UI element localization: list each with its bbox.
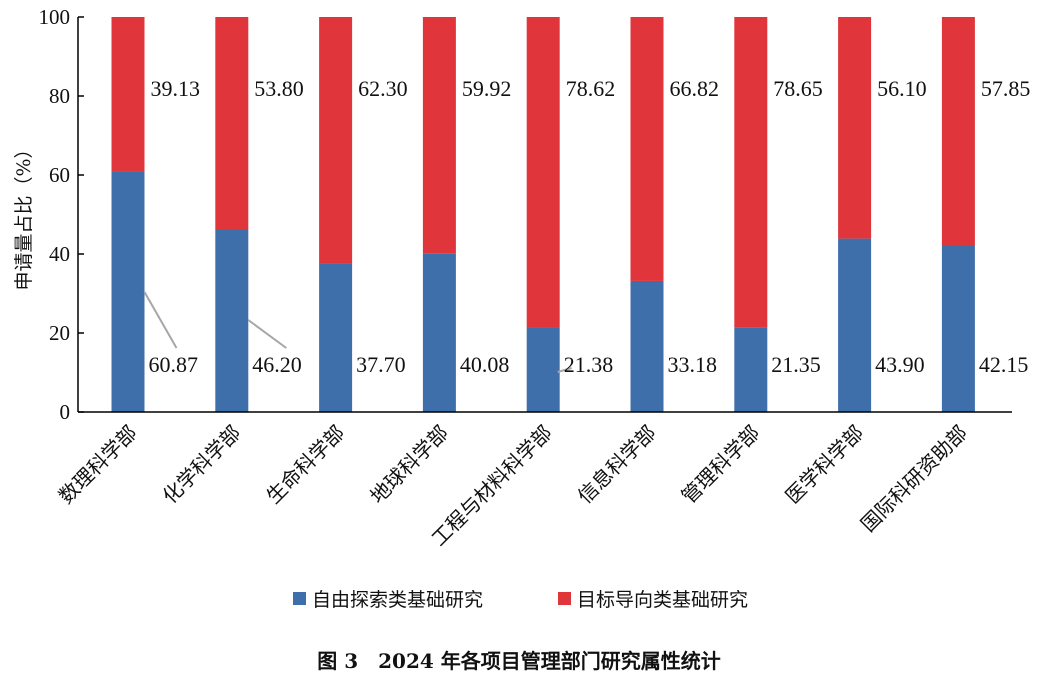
data-label-goal-oriented: 62.30 [358,76,408,101]
bar-goal-oriented [941,17,975,246]
bar-goal-oriented [526,17,560,328]
bar-free-exploration [526,327,560,412]
bar-goal-oriented [215,17,249,230]
category-label: 信息科学部 [573,421,661,509]
data-label-free-exploration: 43.90 [875,352,925,377]
legend: 自由探索类基础研究 目标导向类基础研究 [293,589,748,611]
data-label-goal-oriented: 59.92 [462,76,512,101]
data-label-goal-oriented: 78.65 [773,76,823,101]
category-label: 生命科学部 [261,421,349,509]
data-label-goal-oriented: 57.85 [981,76,1031,101]
bar-free-exploration [319,263,353,412]
bar-free-exploration [422,253,456,412]
category-label: 国际科研资助部 [856,421,972,537]
leader-line [247,319,287,349]
data-label-free-exploration: 42.15 [979,352,1029,377]
bar-free-exploration [215,229,249,412]
bar-free-exploration [630,280,664,412]
bar-free-exploration [734,327,768,412]
data-label-free-exploration: 46.20 [252,352,301,377]
data-label-free-exploration: 21.35 [771,352,821,377]
data-labels: 60.87 39.13 46.20 53.80 37.70 62.30 40.08 59.92… [149,76,1031,377]
figure-caption: 图 3 2024 年各项目管理部门研究属性统计 [317,649,721,673]
data-label-free-exploration: 40.08 [460,352,510,377]
data-label-goal-oriented: 56.10 [877,76,927,101]
legend-swatch-goal-oriented [558,592,571,605]
bar-goal-oriented [734,17,768,328]
y-tick-label: 100 [39,5,71,29]
data-label-goal-oriented: 66.82 [670,76,720,101]
category-label: 管理科学部 [677,421,765,509]
data-label-goal-oriented: 53.80 [254,76,303,101]
bar-goal-oriented [111,17,145,172]
leader-line [557,367,572,373]
data-label-goal-oriented: 78.62 [566,76,616,101]
data-label-free-exploration: 21.38 [564,352,614,377]
axes: 0 20 40 60 80 100 [39,5,1012,424]
y-tick-label: 0 [60,400,71,424]
bar-goal-oriented [319,17,353,264]
data-label-free-exploration: 60.87 [149,352,199,377]
y-tick-label: 60 [49,163,70,187]
y-tick-label: 80 [49,84,70,108]
legend-swatch-free-exploration [293,592,306,605]
data-label-free-exploration: 33.18 [668,352,718,377]
legend-label-goal-oriented: 目标导向类基础研究 [577,589,748,611]
y-axis-label: 申请量占比（%） [13,139,35,290]
category-label: 化学科学部 [158,421,246,509]
category-label: 数理科学部 [54,421,142,509]
bar-goal-oriented [422,17,456,254]
legend-label-free-exploration: 自由探索类基础研究 [312,589,483,611]
y-tick-label: 20 [49,321,70,345]
category-label: 地球科学部 [365,421,453,509]
data-label-free-exploration: 37.70 [356,352,406,377]
bar-free-exploration [111,171,145,412]
leader-lines [143,291,572,373]
data-label-goal-oriented: 39.13 [151,76,201,101]
bar-free-exploration [838,238,872,412]
leader-line [143,291,178,349]
bars-layer [111,17,975,412]
bar-goal-oriented [838,17,872,239]
category-label: 医学科学部 [780,421,868,509]
bar-goal-oriented [630,17,664,281]
bar-free-exploration [941,245,975,412]
y-tick-label: 40 [49,242,70,266]
